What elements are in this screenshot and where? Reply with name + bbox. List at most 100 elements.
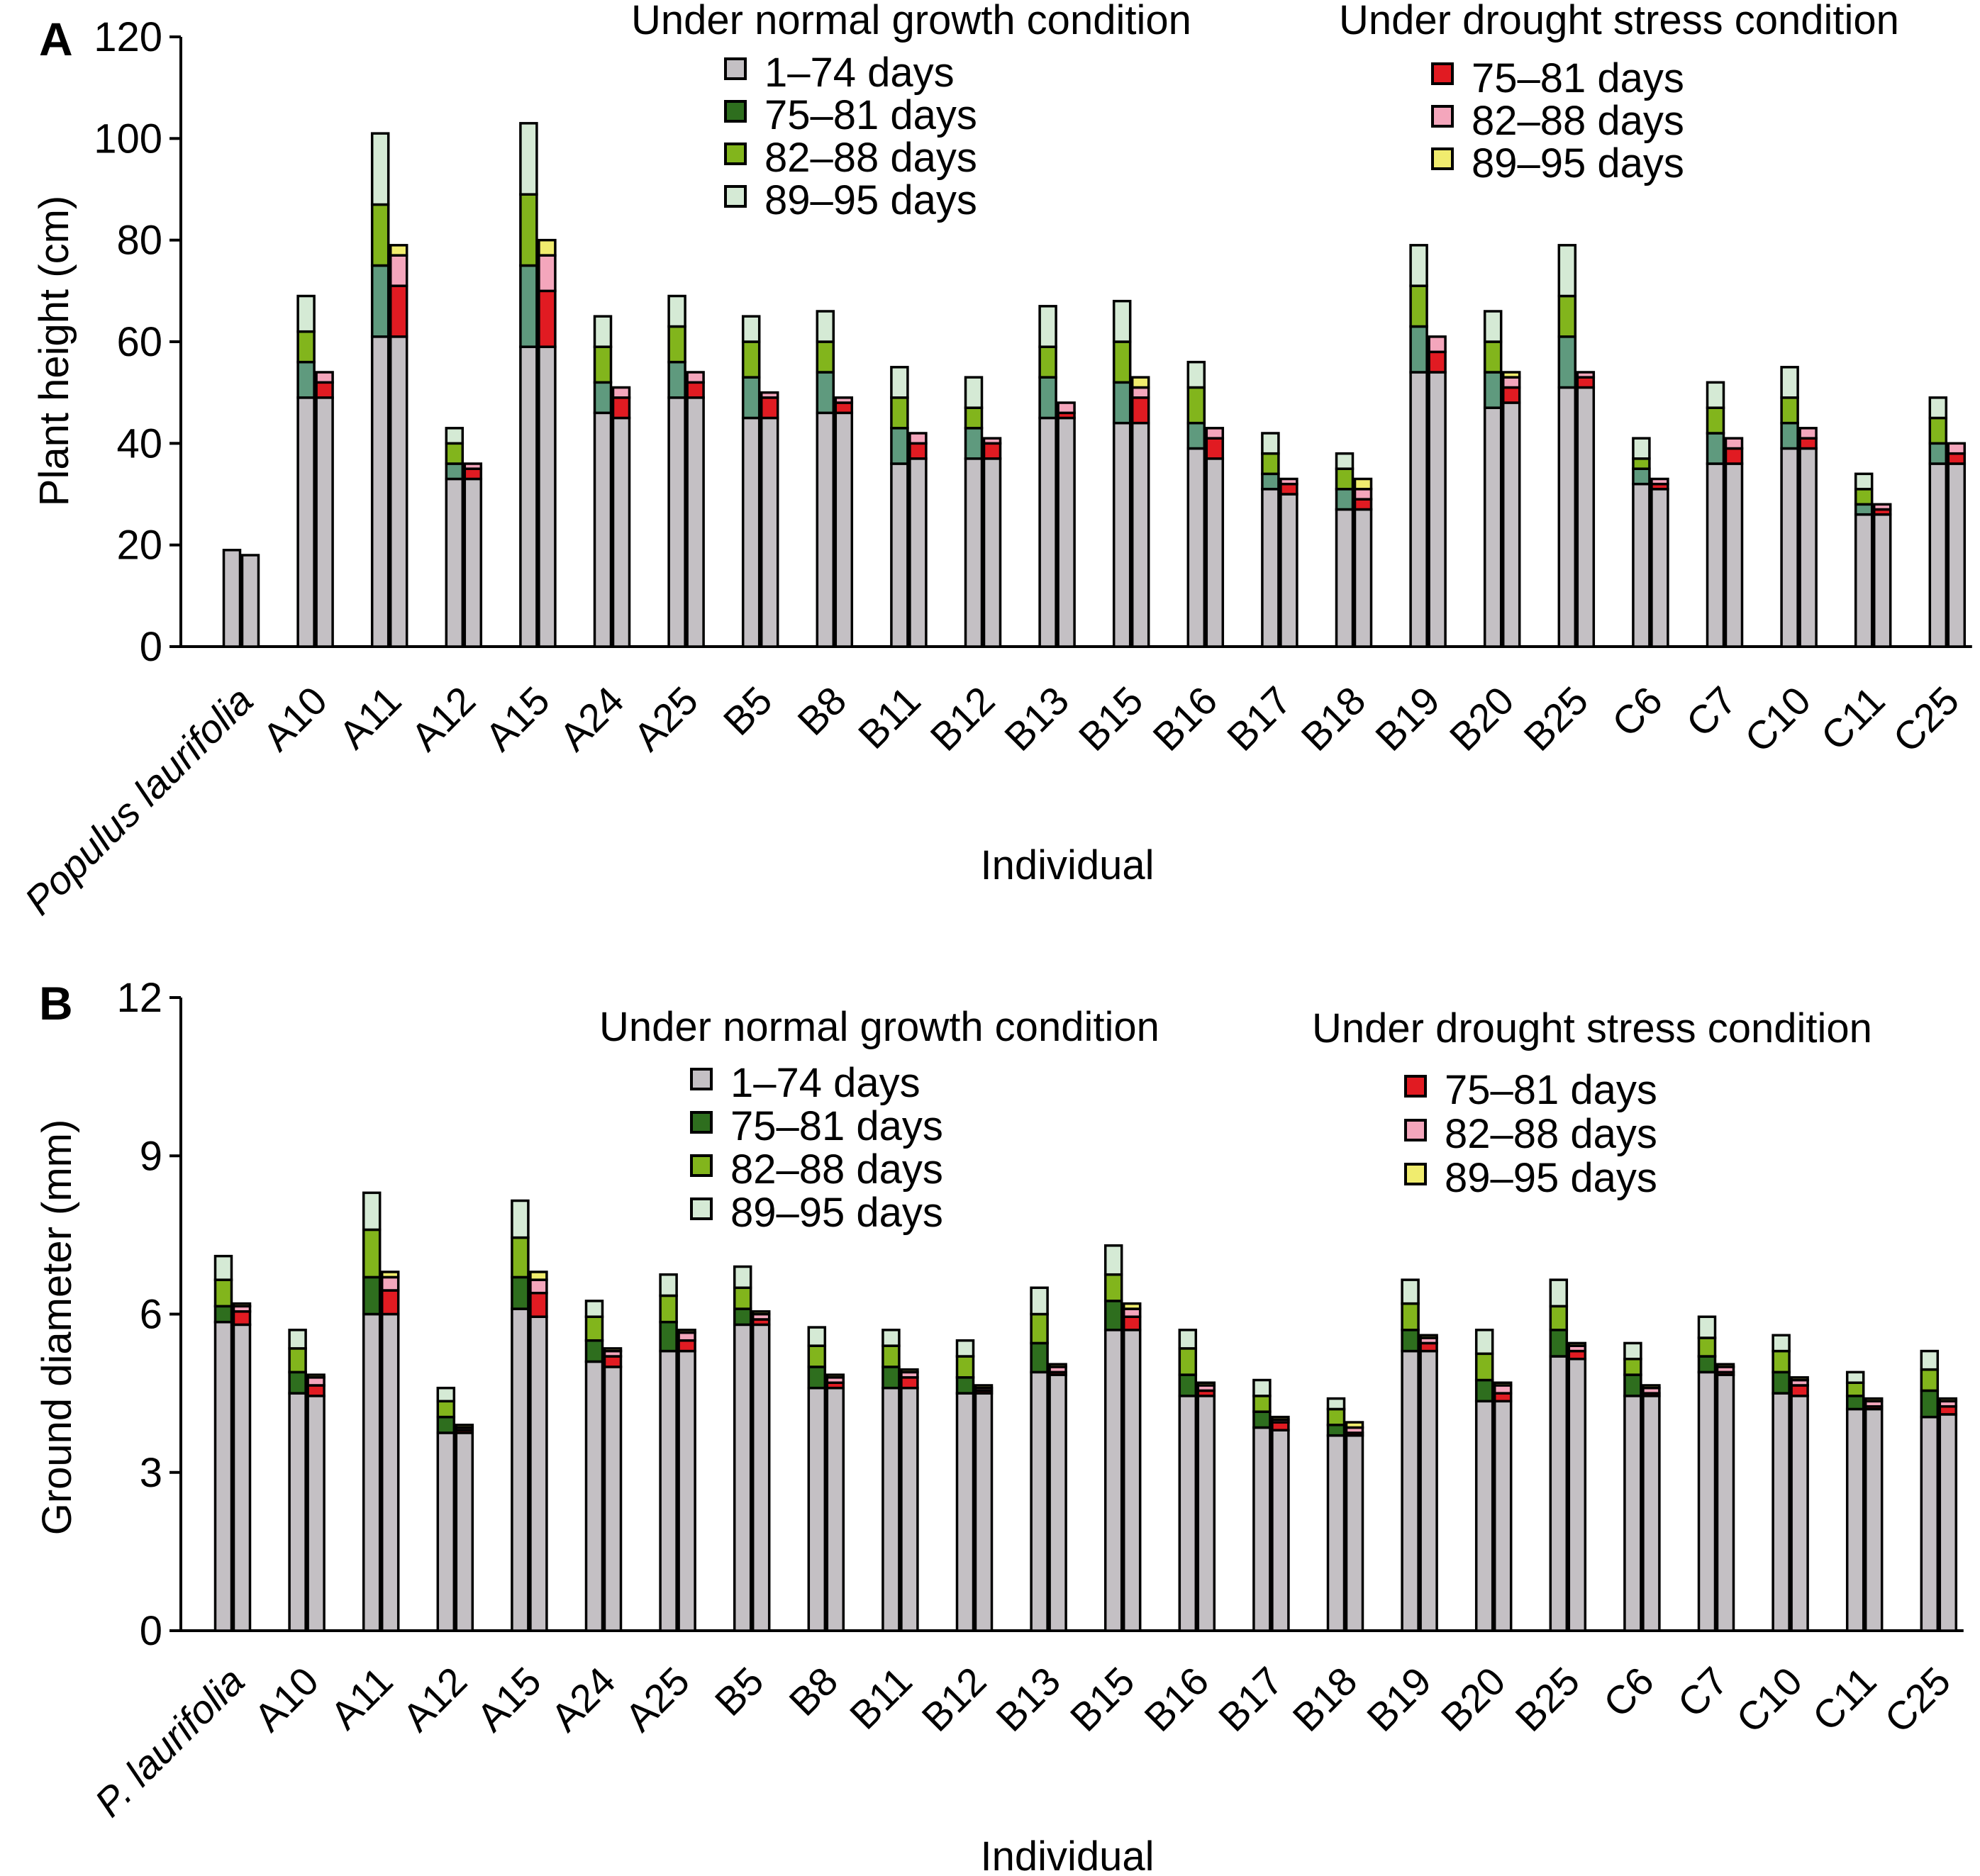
- bar-segment-drought-d82-88: [1650, 477, 1669, 486]
- bar-segment-drought-d1-74: [1872, 513, 1892, 648]
- bar-segment-drought-d82-88: [1428, 335, 1447, 354]
- bar-segment-normal-d1-74: [1474, 1400, 1494, 1632]
- bar-segment-normal-d89-95: [213, 1254, 233, 1281]
- bar-segment-normal-d82-88: [1112, 340, 1132, 384]
- bar-segment-drought-d89-95: [677, 1329, 696, 1334]
- bar-segment-drought-d89-95: [1130, 376, 1150, 389]
- panel-b-label: B: [39, 977, 73, 1029]
- bar-segment-normal-d89-95: [890, 366, 909, 399]
- bar-segment-drought-d75-81: [1501, 386, 1521, 404]
- bar-segment-normal-d1-74: [1772, 1392, 1791, 1632]
- bar-segment-drought-d89-95: [1501, 371, 1521, 379]
- bar-segment-drought-d82-88: [529, 1278, 548, 1295]
- bar-segment-drought-d82-88: [315, 371, 334, 384]
- bar-segment-drought-d1-74: [686, 396, 705, 648]
- x-tick-label: C7: [1669, 1658, 1736, 1726]
- panel-b-legend-item: 89–95 days: [1445, 1155, 1657, 1201]
- bar-segment-normal-d75-81: [370, 264, 390, 338]
- bar-segment-drought-d89-95: [974, 1384, 994, 1390]
- bar-segment-normal-d82-88: [370, 203, 390, 267]
- bar-segment-normal-d89-95: [733, 1265, 752, 1290]
- bar-segment-normal-d89-95: [1401, 1278, 1420, 1305]
- bar-segment-drought-d1-74: [463, 477, 483, 648]
- bar-segment-normal-d75-81: [1474, 1378, 1494, 1403]
- bar-segment-normal-d89-95: [1186, 360, 1206, 389]
- panel-b-legend-drought-title: Under drought stress condition: [1312, 1005, 1872, 1051]
- legend-swatch-75-81-days: [724, 100, 747, 123]
- x-tick-label: B20: [1441, 678, 1523, 759]
- x-tick-label: A11: [322, 1658, 401, 1738]
- legend-swatch-drought-82-88-days: [1431, 105, 1454, 128]
- bar-segment-normal-d75-81: [1186, 421, 1206, 450]
- bar-segment-normal-d1-74: [890, 462, 909, 648]
- bar-segment-drought-d75-81: [1428, 350, 1447, 374]
- x-tick-label: C11: [1812, 678, 1893, 759]
- bar-segment-drought-d1-74: [1493, 1400, 1513, 1632]
- bar-segment-normal-d1-74: [370, 335, 390, 648]
- bar-segment-normal-d1-74: [1030, 1370, 1049, 1632]
- bar-segment-drought-d1-74: [1947, 462, 1967, 648]
- bar-segment-normal-d75-81: [807, 1366, 827, 1390]
- bar-segment-drought-d1-74: [677, 1349, 696, 1632]
- bar-segment-drought-d89-95: [529, 1271, 548, 1281]
- bar-segment-normal-d1-74: [519, 345, 538, 648]
- x-tick-label: B16: [1144, 678, 1225, 759]
- bar-segment-normal-d82-88: [296, 330, 316, 364]
- bar-segment-drought-d75-81: [677, 1339, 696, 1353]
- bar-segment-normal-d1-74: [1178, 1395, 1198, 1632]
- bar-segment-normal-d89-95: [370, 132, 390, 206]
- x-tick-label: C10: [1728, 1658, 1811, 1741]
- bar-segment-drought-d89-95: [1353, 477, 1373, 491]
- x-tick-label: A10: [245, 1658, 327, 1740]
- bar-segment-normal-d82-88: [1038, 345, 1057, 379]
- bar-segment-normal-d89-95: [362, 1191, 382, 1232]
- y-tick-label: 20: [116, 523, 162, 569]
- bar-segment-drought-d1-74: [455, 1431, 474, 1632]
- bar-segment-drought-d1-74: [760, 416, 779, 648]
- bar-segment-normal-d75-81: [288, 1370, 307, 1395]
- bar-segment-normal-d89-95: [1112, 299, 1132, 343]
- panel-a-legend-item: 82–88 days: [1472, 98, 1684, 144]
- bar-segment-normal-d1-74: [881, 1386, 901, 1632]
- bar-segment-normal-d82-88: [1920, 1368, 1940, 1392]
- bar-segment-normal-d75-81: [890, 427, 909, 465]
- bar-segment-drought-d1-74: [982, 457, 1002, 648]
- bar-segment-normal-d82-88: [1780, 396, 1799, 425]
- bar-segment-drought-d1-74: [1790, 1395, 1809, 1632]
- bar-segment-normal-d82-88: [1409, 284, 1428, 328]
- bar-segment-normal-d1-74: [1623, 1395, 1642, 1632]
- bar-segment-drought-d1-74: [1428, 371, 1447, 648]
- legend-swatch-drought-75-81-days: [1404, 1075, 1427, 1098]
- bar-segment-drought-d89-95: [1419, 1334, 1438, 1339]
- panel-b-legend-item: 82–88 days: [1445, 1111, 1657, 1157]
- bar-segment-normal-d1-74: [593, 411, 613, 648]
- bar-segment-drought-d1-74: [1048, 1373, 1067, 1632]
- bar-segment-drought-d89-95: [1567, 1341, 1587, 1347]
- bar-segment-normal-d82-88: [213, 1278, 233, 1308]
- bar-segment-drought-d89-95: [900, 1368, 919, 1374]
- x-tick-label: B8: [780, 1658, 846, 1724]
- bar-segment-drought-d89-95: [1493, 1381, 1513, 1387]
- bar-segment-normal-d89-95: [1557, 244, 1577, 298]
- bar-segment-normal-d82-88: [733, 1286, 752, 1310]
- bar-segment-normal-d82-88: [1483, 340, 1503, 374]
- bar-segment-normal-d1-74: [1557, 386, 1577, 648]
- bar-segment-normal-d75-81: [1038, 376, 1057, 420]
- x-tick-label: A25: [625, 678, 706, 759]
- bar-segment-normal-d89-95: [1038, 305, 1057, 348]
- panel-b-legend-item: 75–81 days: [1445, 1067, 1657, 1113]
- bar-segment-normal-d82-88: [1030, 1312, 1049, 1345]
- x-tick-label: C25: [1876, 1658, 1959, 1741]
- bar-segment-normal-d75-81: [1845, 1395, 1865, 1411]
- bar-segment-drought-d89-95: [538, 238, 557, 257]
- bar-segment-normal-d75-81: [1326, 1424, 1346, 1437]
- bar-segment-normal-d82-88: [964, 406, 984, 430]
- bar-segment-drought-d1-74: [825, 1386, 845, 1632]
- x-tick-label: Populus laurifolia: [16, 678, 261, 923]
- panel-a-height-chart: A Plant height (cm) Individual Under nor…: [16, 0, 1972, 923]
- bar-segment-normal-d89-95: [1623, 1341, 1642, 1361]
- bar-segment-normal-d75-81: [1252, 1410, 1272, 1429]
- legend-swatch-1-74-days: [690, 1068, 713, 1090]
- x-tick-label: A24: [542, 1658, 623, 1740]
- bar-segment-drought-d1-74: [1864, 1407, 1884, 1632]
